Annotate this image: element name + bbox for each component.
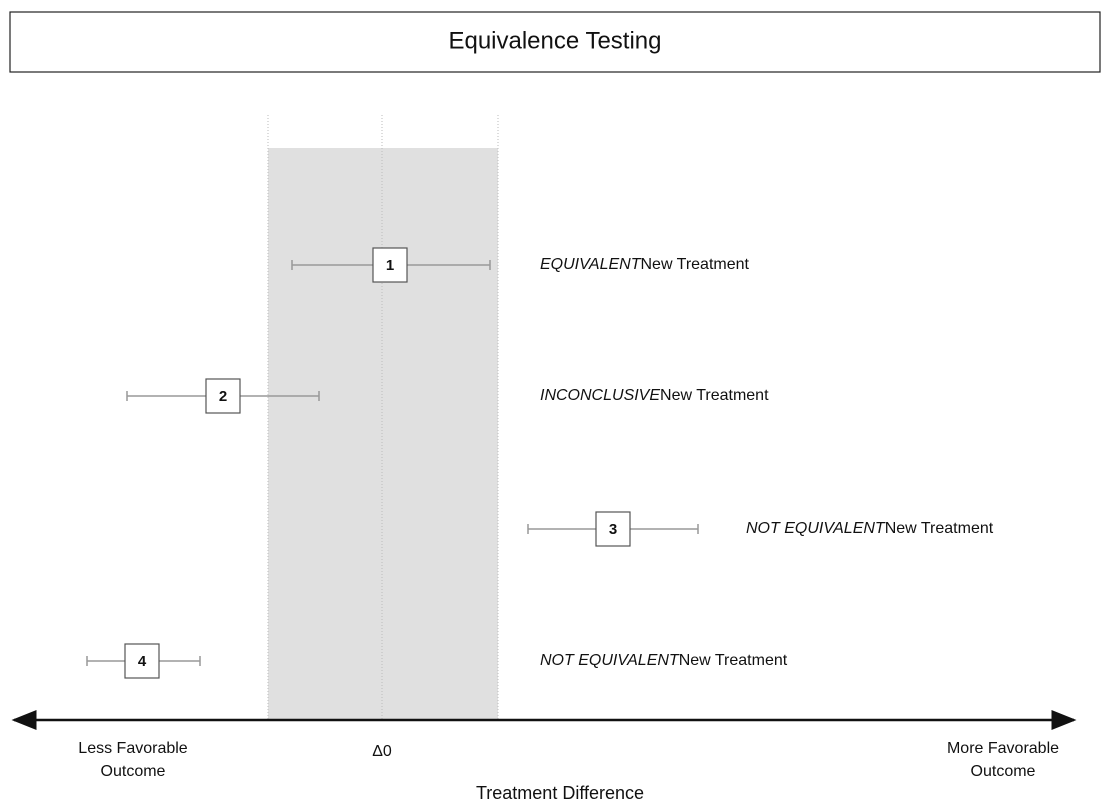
axis-right-label: Outcome (971, 763, 1036, 780)
axis-right-label: More Favorable (947, 740, 1059, 757)
title: Equivalence Testing (448, 27, 661, 54)
conclusion: INCONCLUSIVENew Treatment (540, 387, 769, 404)
estimate-number: 4 (138, 653, 147, 670)
conclusion-rest: New Treatment (660, 387, 769, 404)
conclusion: EQUIVALENTNew Treatment (540, 256, 750, 273)
title-box (9, 11, 1101, 73)
estimate-box (372, 247, 408, 283)
estimate-box (205, 378, 241, 414)
estimate-box (595, 511, 631, 547)
verdict: INCONCLUSIVE (540, 387, 660, 404)
axis-left-label: Outcome (101, 763, 166, 780)
estimate-number: 2 (219, 388, 227, 405)
axis-left-label: Less Favorable (78, 740, 187, 757)
conclusion-rest: New Treatment (885, 520, 994, 537)
axis-title: Treatment Difference (476, 783, 644, 803)
verdict: NOT EQUIVALENT (746, 520, 886, 537)
conclusion: NOT EQUIVALENTNew Treatment (540, 652, 788, 669)
verdict: EQUIVALENT (540, 256, 642, 273)
estimate-number: 1 (386, 257, 394, 274)
verdict: NOT EQUIVALENT (540, 652, 680, 669)
conclusion-rest: New Treatment (679, 652, 788, 669)
conclusion: NOT EQUIVALENTNew Treatment (746, 520, 994, 537)
estimate-box (124, 643, 160, 679)
conclusion-rest: New Treatment (640, 256, 749, 273)
equivalence-zone (268, 148, 498, 720)
estimate-number: 3 (609, 521, 617, 538)
axis-center-label: Δ0 (372, 743, 392, 760)
